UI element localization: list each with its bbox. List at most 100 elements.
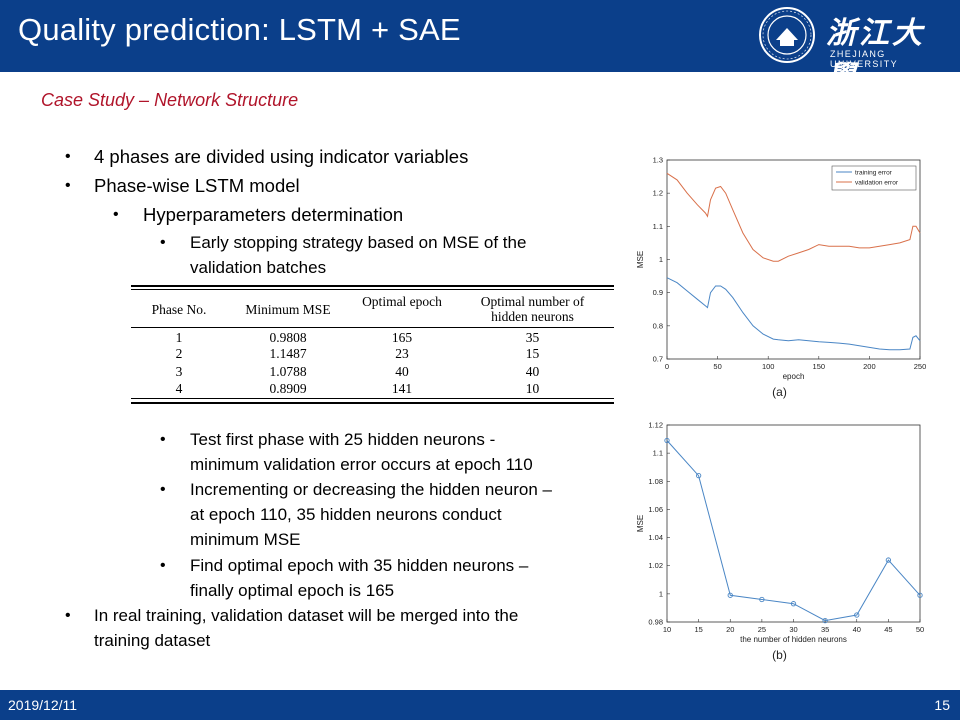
bullet-continuation: training dataset xyxy=(94,631,211,650)
x-tick-label: 250 xyxy=(914,362,927,371)
table-cell: 4 xyxy=(175,381,183,396)
data-point xyxy=(664,437,670,444)
chart-a-epoch-mse: 0 50 100 150 200 250 0.7 0.8 0.9 1 1.1 1.2 1.3 epoch M… xyxy=(636,156,927,400)
data-point xyxy=(854,612,860,618)
logo-chinese-text: 浙江大學 xyxy=(826,16,925,95)
bullet-continuation: minimum validation error occurs at epoch… xyxy=(190,455,533,474)
figure-caption: (b) xyxy=(772,648,787,662)
table-header: Minimum MSE xyxy=(245,302,331,317)
y-tick-label: 1.1 xyxy=(653,222,663,231)
table-header: Phase No. xyxy=(151,302,207,317)
table-cell: 40 xyxy=(525,364,540,379)
y-tick-label: 1 xyxy=(659,589,663,598)
y-tick-label: 1 xyxy=(659,255,663,264)
data-point xyxy=(917,592,923,598)
legend-box xyxy=(831,165,917,191)
slide-footer xyxy=(0,690,960,720)
bullet-item: • Test first phase with 25 hidden neurons… xyxy=(160,430,496,449)
section-subtitle: Case Study – Network Structure xyxy=(41,90,299,110)
table-cell: 165 xyxy=(391,330,413,345)
table-cell: 3 xyxy=(175,364,183,379)
data-point xyxy=(759,596,765,603)
bullet-item: • Incrementing or decreasing the hidden n… xyxy=(160,480,552,499)
data-point xyxy=(885,557,892,563)
y-tick-label: 1.04 xyxy=(648,533,663,542)
table-header: Optimal number of hidden neurons xyxy=(480,294,585,324)
table-cell: 1.1487 xyxy=(269,346,307,361)
table-top-rule xyxy=(131,285,614,287)
x-tick-label: 0 xyxy=(665,362,669,371)
bullet-item: • 4 phases are divided using indicator va… xyxy=(65,146,469,167)
data-point xyxy=(822,617,828,624)
y-tick-label: 0.98 xyxy=(648,618,663,627)
plot-frame xyxy=(666,424,921,623)
table-header-rule xyxy=(131,327,614,328)
chart-b-neurons-mse: 10 15 20 25 30 35 40 45 50 0.98 1 1.02 1.04 1.06 1.08 1… xyxy=(636,421,924,663)
bullet-continuation: minimum MSE xyxy=(190,530,301,549)
y-axis-label: MSE xyxy=(636,515,645,532)
bullet-item: • In real training, validation dataset wi… xyxy=(65,606,519,625)
bullet-continuation: validation batches xyxy=(190,258,327,277)
bullet-item: • Phase-wise LSTM model xyxy=(65,175,300,196)
figure-caption: (a) xyxy=(772,385,787,399)
footer-date: 2019/12/11 xyxy=(8,697,78,713)
bullet-continuation: finally optimal epoch is 165 xyxy=(190,581,395,600)
table-cell: 23 xyxy=(395,346,409,361)
y-tick-label: 1.3 xyxy=(653,156,663,165)
table-bottom-rule xyxy=(131,402,614,404)
legend-label: training error xyxy=(855,170,893,177)
series-line-validation-error xyxy=(666,172,921,262)
table-cell: 10 xyxy=(525,381,540,396)
data-point xyxy=(727,592,733,598)
x-tick-label: 30 xyxy=(789,625,797,634)
x-tick-label: 20 xyxy=(726,625,734,634)
table-bottom-rule xyxy=(131,398,614,399)
data-point xyxy=(695,473,702,479)
page-number: 15 xyxy=(934,697,950,713)
table-cell: 141 xyxy=(391,381,413,396)
table-cell: 1 xyxy=(175,330,183,345)
y-tick-label: 1.1 xyxy=(653,449,663,458)
x-tick-label: 200 xyxy=(863,362,876,371)
x-tick-label: 150 xyxy=(813,362,826,371)
y-tick-label: 1.06 xyxy=(648,505,663,514)
x-tick-label: 15 xyxy=(694,625,702,634)
y-tick-label: 1.02 xyxy=(648,561,663,570)
slide-header: Quality prediction: LSTM + SAE 浙江大學 ZHEJ… xyxy=(0,0,960,95)
y-tick-label: 1.08 xyxy=(648,477,663,486)
y-axis-label: MSE xyxy=(636,251,645,268)
x-tick-label: 50 xyxy=(713,362,721,371)
y-tick-label: 0.8 xyxy=(653,321,663,330)
bullet-item: • Hyperparameters determination xyxy=(113,204,404,225)
x-tick-label: 50 xyxy=(916,625,924,634)
series-line-0 xyxy=(666,440,921,622)
x-axis-label: epoch xyxy=(783,372,805,381)
slide-title: Quality prediction: LSTM + SAE xyxy=(18,12,461,47)
y-tick-label: 0.7 xyxy=(653,355,663,364)
table-cell: 1.0788 xyxy=(269,364,307,379)
series-line-training-error xyxy=(666,277,921,351)
x-axis-label: the number of hidden neurons xyxy=(740,635,847,644)
x-tick-label: 35 xyxy=(821,625,829,634)
table-cell: 0.9808 xyxy=(269,330,307,345)
logo-english-text: ZHEJIANG UNIVERSITY xyxy=(830,49,899,69)
table-cell: 15 xyxy=(525,346,540,361)
table-top-rule xyxy=(131,289,614,290)
x-tick-label: 100 xyxy=(762,362,775,371)
y-tick-label: 1.12 xyxy=(648,421,663,430)
table-cell: 0.8909 xyxy=(269,381,307,396)
y-tick-label: 0.9 xyxy=(653,288,663,297)
legend-label: validation error xyxy=(855,180,899,187)
bullet-continuation: at epoch 110, 35 hidden neurons conduct xyxy=(190,505,502,524)
x-tick-label: 45 xyxy=(884,625,892,634)
table-cell: 35 xyxy=(525,330,540,345)
table-cell: 40 xyxy=(395,364,409,379)
data-point xyxy=(790,601,797,607)
university-seal-icon xyxy=(759,7,815,63)
x-tick-label: 10 xyxy=(663,625,671,634)
table-cell: 2 xyxy=(175,346,183,361)
bullet-item: • Find optimal epoch with 35 hidden neuro… xyxy=(160,556,529,575)
table-header: Optimal epoch xyxy=(362,294,442,309)
y-tick-label: 1.2 xyxy=(653,189,663,198)
x-tick-label: 25 xyxy=(758,625,766,634)
